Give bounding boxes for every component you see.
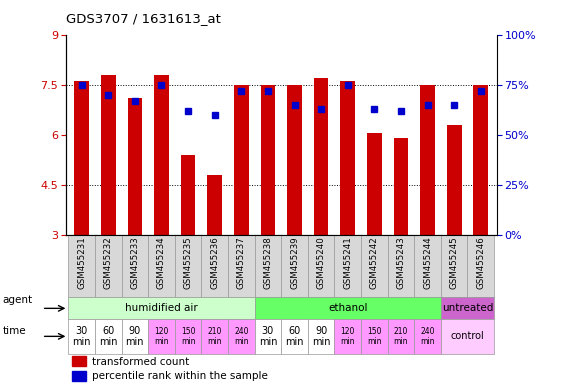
Bar: [308, 319, 335, 354]
Bar: [308, 235, 335, 298]
Text: 30
min: 30 min: [259, 326, 277, 347]
Bar: [335, 235, 361, 298]
Bar: [202, 319, 228, 354]
Text: 150
min: 150 min: [181, 327, 195, 346]
Text: GSM455235: GSM455235: [184, 237, 192, 289]
Bar: [69, 298, 255, 319]
Text: GDS3707 / 1631613_at: GDS3707 / 1631613_at: [66, 12, 220, 25]
Text: GSM455239: GSM455239: [290, 237, 299, 289]
Text: percentile rank within the sample: percentile rank within the sample: [91, 371, 267, 381]
Bar: [74, 81, 89, 235]
Bar: [228, 235, 255, 298]
Text: control: control: [451, 331, 484, 341]
Bar: [181, 155, 195, 235]
Bar: [255, 319, 281, 354]
Bar: [72, 371, 86, 381]
Bar: [202, 235, 228, 298]
Bar: [122, 235, 148, 298]
Bar: [101, 74, 115, 235]
Bar: [127, 98, 142, 235]
Bar: [335, 319, 361, 354]
Text: 120
min: 120 min: [340, 327, 355, 346]
Bar: [388, 235, 415, 298]
Bar: [420, 84, 435, 235]
Bar: [72, 356, 86, 366]
Text: agent: agent: [3, 295, 33, 305]
Bar: [367, 133, 381, 235]
Text: GSM455245: GSM455245: [450, 237, 459, 289]
Bar: [415, 235, 441, 298]
Text: 90
min: 90 min: [126, 326, 144, 347]
Bar: [95, 319, 122, 354]
Text: GSM455232: GSM455232: [104, 237, 112, 289]
Text: time: time: [3, 326, 26, 336]
Text: 30
min: 30 min: [73, 326, 91, 347]
Bar: [69, 319, 95, 354]
Bar: [255, 235, 281, 298]
Text: 90
min: 90 min: [312, 326, 331, 347]
Text: GSM455241: GSM455241: [343, 237, 352, 289]
Bar: [441, 319, 494, 354]
Bar: [154, 74, 169, 235]
Text: 210
min: 210 min: [207, 327, 222, 346]
Bar: [468, 235, 494, 298]
Text: GSM455244: GSM455244: [423, 237, 432, 289]
Bar: [447, 124, 461, 235]
Text: GSM455231: GSM455231: [77, 237, 86, 289]
Text: 150
min: 150 min: [367, 327, 381, 346]
Text: GSM455236: GSM455236: [210, 237, 219, 289]
Bar: [473, 84, 488, 235]
Text: untreated: untreated: [442, 303, 493, 313]
Text: GSM455238: GSM455238: [263, 237, 272, 289]
Bar: [260, 84, 275, 235]
Bar: [95, 235, 122, 298]
Text: 60
min: 60 min: [286, 326, 304, 347]
Bar: [361, 235, 388, 298]
Bar: [314, 78, 328, 235]
Bar: [175, 319, 202, 354]
Bar: [441, 235, 468, 298]
Bar: [175, 235, 202, 298]
Text: GSM455233: GSM455233: [130, 237, 139, 289]
Text: humidified air: humidified air: [125, 303, 198, 313]
Bar: [207, 175, 222, 235]
Text: GSM455242: GSM455242: [370, 237, 379, 289]
Bar: [441, 298, 494, 319]
Bar: [69, 235, 95, 298]
Bar: [388, 319, 415, 354]
Bar: [415, 319, 441, 354]
Text: 240
min: 240 min: [234, 327, 248, 346]
Bar: [287, 84, 302, 235]
Text: ethanol: ethanol: [328, 303, 368, 313]
Bar: [281, 319, 308, 354]
Bar: [148, 319, 175, 354]
Text: GSM455237: GSM455237: [237, 237, 246, 289]
Text: GSM455246: GSM455246: [476, 237, 485, 289]
Bar: [255, 298, 441, 319]
Bar: [122, 319, 148, 354]
Text: GSM455240: GSM455240: [317, 237, 325, 289]
Bar: [228, 319, 255, 354]
Text: transformed count: transformed count: [91, 356, 189, 366]
Bar: [148, 235, 175, 298]
Bar: [340, 81, 355, 235]
Text: GSM455234: GSM455234: [157, 237, 166, 289]
Bar: [281, 235, 308, 298]
Text: GSM455243: GSM455243: [396, 237, 405, 289]
Text: 240
min: 240 min: [420, 327, 435, 346]
Text: 210
min: 210 min: [394, 327, 408, 346]
Bar: [361, 319, 388, 354]
Bar: [393, 138, 408, 235]
Text: 60
min: 60 min: [99, 326, 118, 347]
Bar: [234, 84, 248, 235]
Text: 120
min: 120 min: [154, 327, 168, 346]
